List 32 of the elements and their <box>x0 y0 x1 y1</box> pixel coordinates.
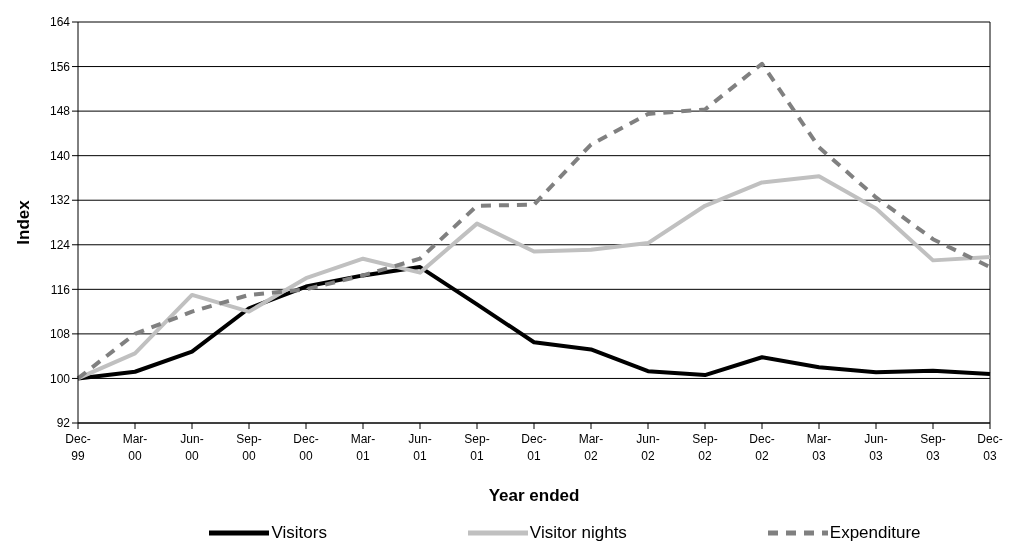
y-tick-label: 148 <box>49 104 71 119</box>
x-tick-label: Mar-01 <box>350 432 376 463</box>
x-tick-label: Jun-00 <box>180 432 204 463</box>
legend-label: Visitors <box>271 523 327 543</box>
y-tick-label: 108 <box>49 327 71 342</box>
legend-label: Visitor nights <box>529 523 627 543</box>
y-tick-label: 100 <box>49 371 71 386</box>
y-tick-label: 140 <box>49 148 71 163</box>
y-tick-label: 116 <box>50 282 71 297</box>
x-tick-label: Dec-03 <box>977 432 1003 463</box>
x-tick-label: Dec-02 <box>749 432 775 463</box>
y-tick-label: 156 <box>49 59 71 74</box>
x-tick-label: Dec-00 <box>293 432 319 463</box>
x-tick-label: Jun-01 <box>408 432 432 463</box>
x-tick-label: Mar-02 <box>578 432 604 463</box>
x-axis-title: Year ended <box>488 486 580 505</box>
y-tick-label: 164 <box>49 15 71 30</box>
x-tick-label: Sep-02 <box>692 432 718 463</box>
x-tick-label: Dec-99 <box>65 432 91 463</box>
legend-label: Expenditure <box>829 523 921 543</box>
x-tick-label: Dec-01 <box>521 432 547 463</box>
x-tick-label: Sep-01 <box>464 432 490 463</box>
x-tick-label: Jun-02 <box>636 432 660 463</box>
y-axis-title: Index <box>14 199 34 245</box>
x-tick-label: Sep-00 <box>236 432 262 463</box>
y-tick-label: 92 <box>56 416 71 431</box>
y-tick-label: 132 <box>49 193 71 208</box>
x-tick-label: Mar-00 <box>122 432 148 463</box>
x-tick-label: Sep-03 <box>920 432 946 463</box>
x-tick-label: Jun-03 <box>864 432 888 463</box>
x-tick-label: Mar-03 <box>806 432 832 463</box>
y-tick-label: 124 <box>49 238 71 253</box>
